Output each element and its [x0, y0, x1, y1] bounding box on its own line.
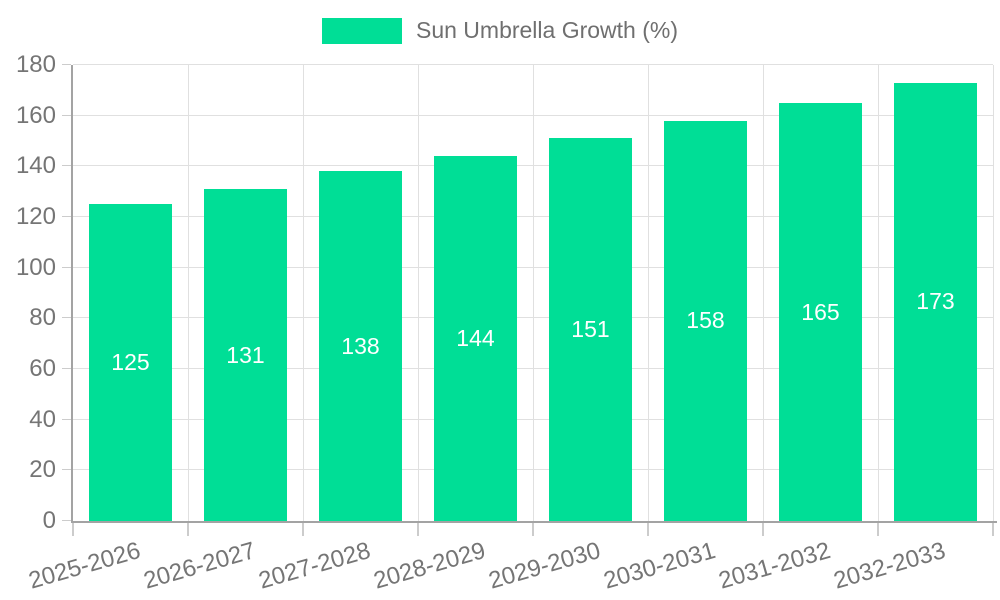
y-axis-tick — [62, 216, 71, 218]
x-axis-tick — [72, 523, 74, 536]
vertical-gridline — [418, 65, 419, 521]
vertical-gridline — [188, 65, 189, 521]
horizontal-gridline — [73, 64, 993, 65]
x-tick-label: 2025-2026 — [25, 537, 143, 595]
y-tick-label: 40 — [29, 405, 56, 433]
x-tick-label: 2029-2030 — [485, 537, 603, 595]
y-axis-tick — [62, 520, 71, 521]
x-tick-label: 2031-2032 — [715, 537, 833, 595]
x-tick-label: 2027-2028 — [255, 537, 373, 595]
legend-swatch — [321, 17, 402, 44]
vertical-gridline — [993, 65, 994, 521]
y-tick-label: 160 — [15, 101, 56, 129]
legend[interactable]: Sun Umbrella Growth (%) — [0, 17, 1000, 44]
bar-2029-2030[interactable]: 151 — [549, 138, 632, 521]
x-tick-label: 2028-2029 — [370, 537, 488, 595]
bar-value-label: 131 — [226, 341, 265, 368]
bar-value-label: 125 — [111, 349, 150, 376]
x-axis-tick — [187, 523, 189, 536]
y-tick-label: 80 — [29, 304, 56, 332]
x-axis-tick — [762, 523, 764, 536]
y-tick-label: 120 — [15, 202, 56, 230]
y-axis-tick — [62, 469, 71, 471]
x-tick-label: 2026-2027 — [140, 537, 258, 595]
vertical-gridline — [533, 65, 534, 521]
bar-value-label: 173 — [916, 288, 955, 315]
bar-value-label: 138 — [341, 332, 380, 359]
vertical-gridline — [648, 65, 649, 521]
y-axis-tick — [62, 266, 71, 268]
bar-2027-2028[interactable]: 138 — [319, 171, 402, 521]
x-axis-labels: 2025-2026 2026-2027 2027-2028 2028-2029 2029… — [25, 521, 993, 600]
legend-label: Sun Umbrella Growth (%) — [415, 17, 679, 43]
bar-2031-2032[interactable]: 165 — [779, 103, 862, 521]
bar-2032-2033[interactable]: 173 — [894, 82, 977, 521]
y-tick-label: 20 — [29, 456, 56, 484]
bar-2026-2027[interactable]: 131 — [204, 189, 287, 521]
x-axis-tick — [302, 523, 304, 536]
y-axis-tick — [62, 418, 71, 420]
bar-value-label: 151 — [571, 316, 610, 343]
x-axis-line — [71, 521, 997, 523]
x-axis-tick — [647, 523, 649, 536]
plot-area: 125 131 138 144 151 158 165 173 — [62, 64, 997, 536]
x-tick-label: 2030-2031 — [600, 537, 718, 595]
y-axis-tick — [62, 165, 71, 167]
bar-2030-2031[interactable]: 158 — [664, 120, 747, 521]
x-axis-tick — [877, 523, 879, 536]
bar-value-label: 165 — [801, 298, 840, 325]
vertical-gridline — [763, 65, 764, 521]
y-axis-tick — [62, 64, 71, 65]
y-axis-tick — [62, 114, 71, 116]
bar-value-label: 144 — [456, 325, 495, 352]
y-axis-tick — [62, 317, 71, 319]
y-axis-tick — [62, 368, 71, 370]
y-axis-labels: 0 20 40 60 80 100 120 140 160 180 — [0, 51, 56, 534]
x-tick-label: 2032-2033 — [830, 537, 948, 595]
vertical-gridline — [878, 65, 879, 521]
y-tick-label: 100 — [15, 253, 56, 281]
bar-2025-2026[interactable]: 125 — [89, 204, 172, 521]
x-axis-tick — [532, 523, 534, 536]
y-tick-label: 140 — [15, 152, 56, 180]
y-axis-line — [71, 65, 73, 521]
bar-2028-2029[interactable]: 144 — [434, 156, 517, 521]
vertical-gridline — [303, 65, 304, 521]
y-tick-label: 180 — [15, 51, 56, 78]
y-tick-label: 0 — [42, 507, 56, 534]
x-axis-tick — [992, 523, 994, 536]
y-tick-label: 60 — [29, 354, 56, 382]
x-axis-tick — [417, 523, 419, 536]
bar-value-label: 158 — [686, 307, 725, 334]
